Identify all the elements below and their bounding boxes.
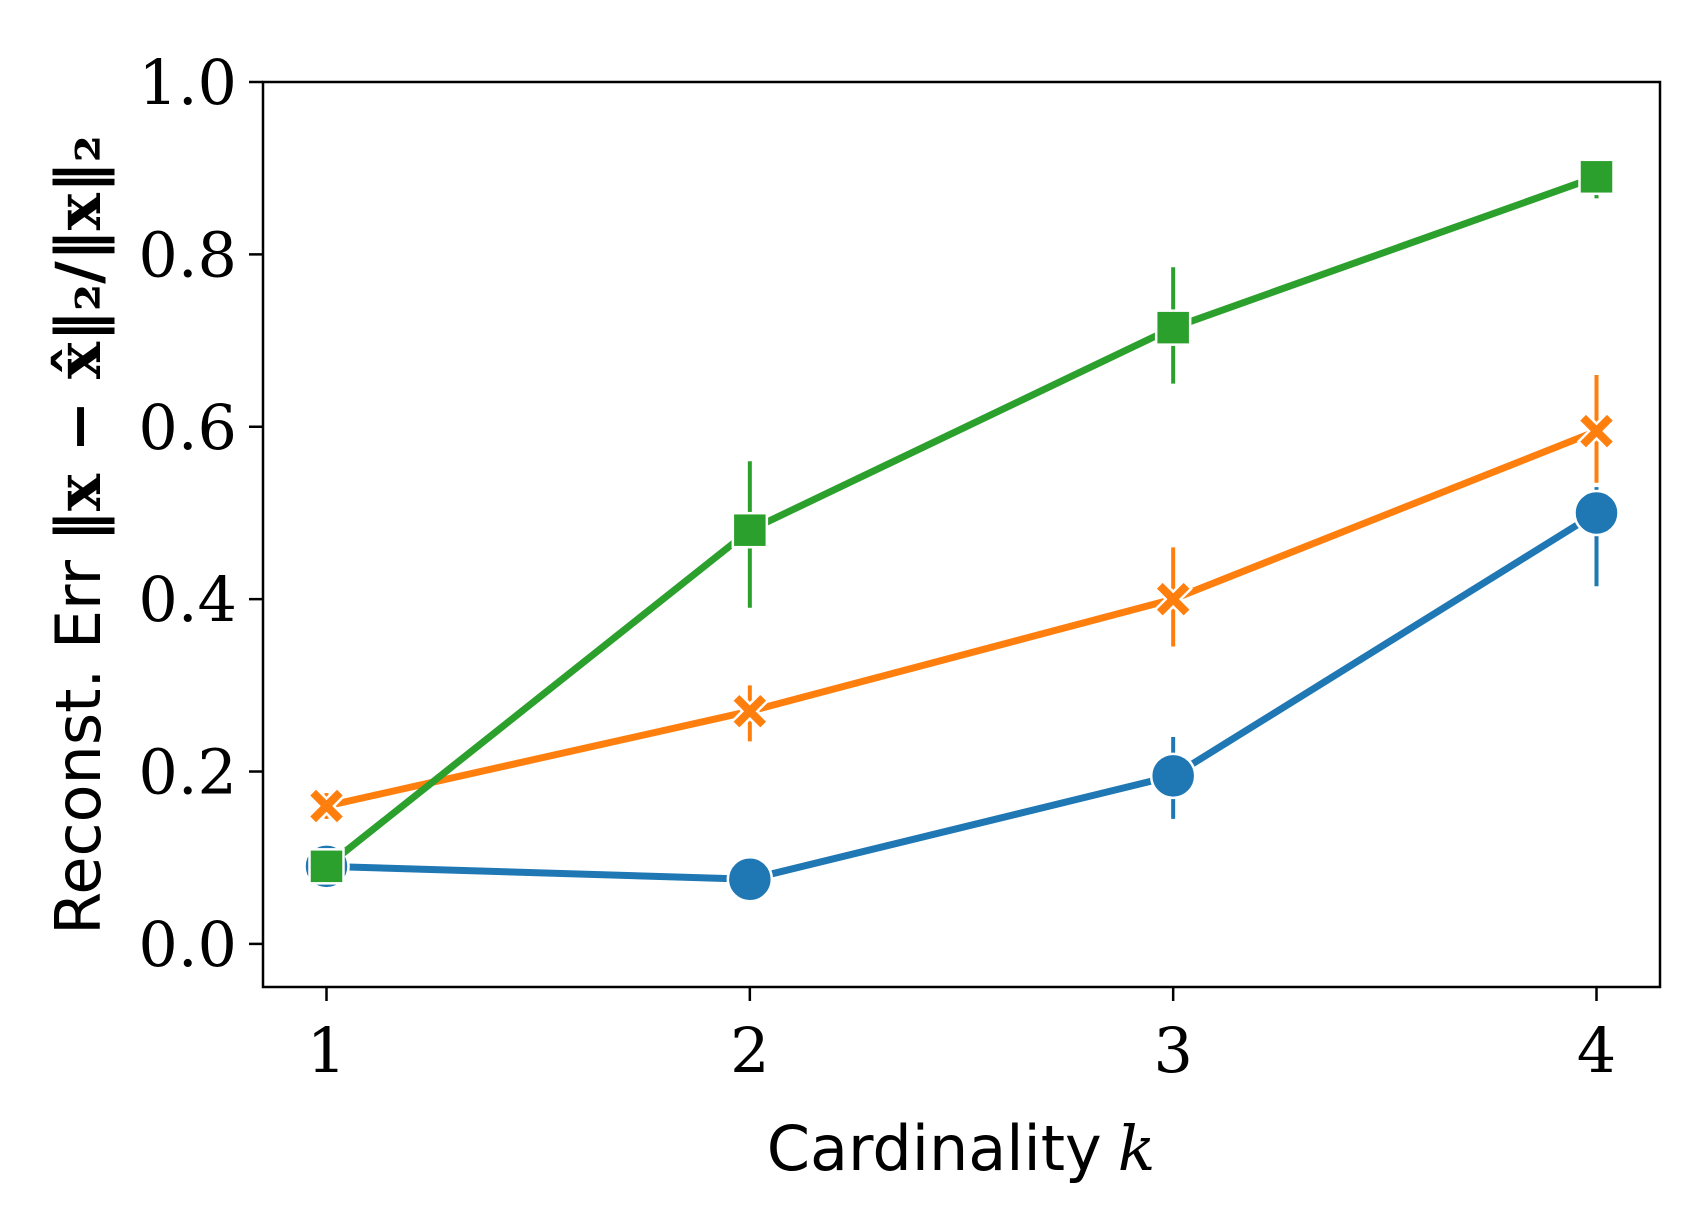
series-line	[325, 427, 1598, 810]
y-tick-label: 0.4	[138, 563, 237, 636]
data-point	[726, 856, 774, 903]
plot-area	[261, 80, 1662, 989]
data-point	[308, 848, 345, 885]
x-axis-title: Cardinality k	[767, 1112, 1156, 1185]
series-x-filled	[306, 375, 1617, 826]
series-square	[308, 158, 1615, 885]
data-point	[1153, 579, 1193, 619]
y-tick-label: 1.0	[138, 46, 237, 119]
y-tick-label: 0.0	[138, 908, 237, 981]
y-tick-label: 0.6	[138, 391, 237, 464]
x-axis: 1 2 3 4	[307, 987, 1616, 1087]
x-tick-label: 3	[1153, 1014, 1192, 1087]
data-point	[1149, 752, 1197, 800]
data-point	[1578, 158, 1615, 196]
series-line	[326, 509, 1599, 883]
data-point	[1576, 411, 1617, 451]
data-point	[731, 511, 769, 549]
y-tick-label: 0.2	[138, 736, 237, 809]
y-axis: 0.0 0.2 0.4 0.6 0.8 1.0	[138, 46, 263, 981]
data-point	[1154, 309, 1192, 346]
series-line	[324, 173, 1598, 870]
y-tick-label: 0.8	[138, 218, 237, 291]
data-point	[1573, 489, 1620, 537]
data-point	[730, 691, 770, 731]
x-tick-label: 2	[730, 1014, 769, 1087]
y-axis-title: Reconst. Err‖x − x̂‖₂/‖x‖₂	[42, 135, 115, 935]
x-tick-label: 1	[307, 1014, 346, 1087]
series-layer	[303, 158, 1620, 903]
data-point	[306, 786, 347, 826]
x-tick-label: 4	[1577, 1014, 1616, 1087]
